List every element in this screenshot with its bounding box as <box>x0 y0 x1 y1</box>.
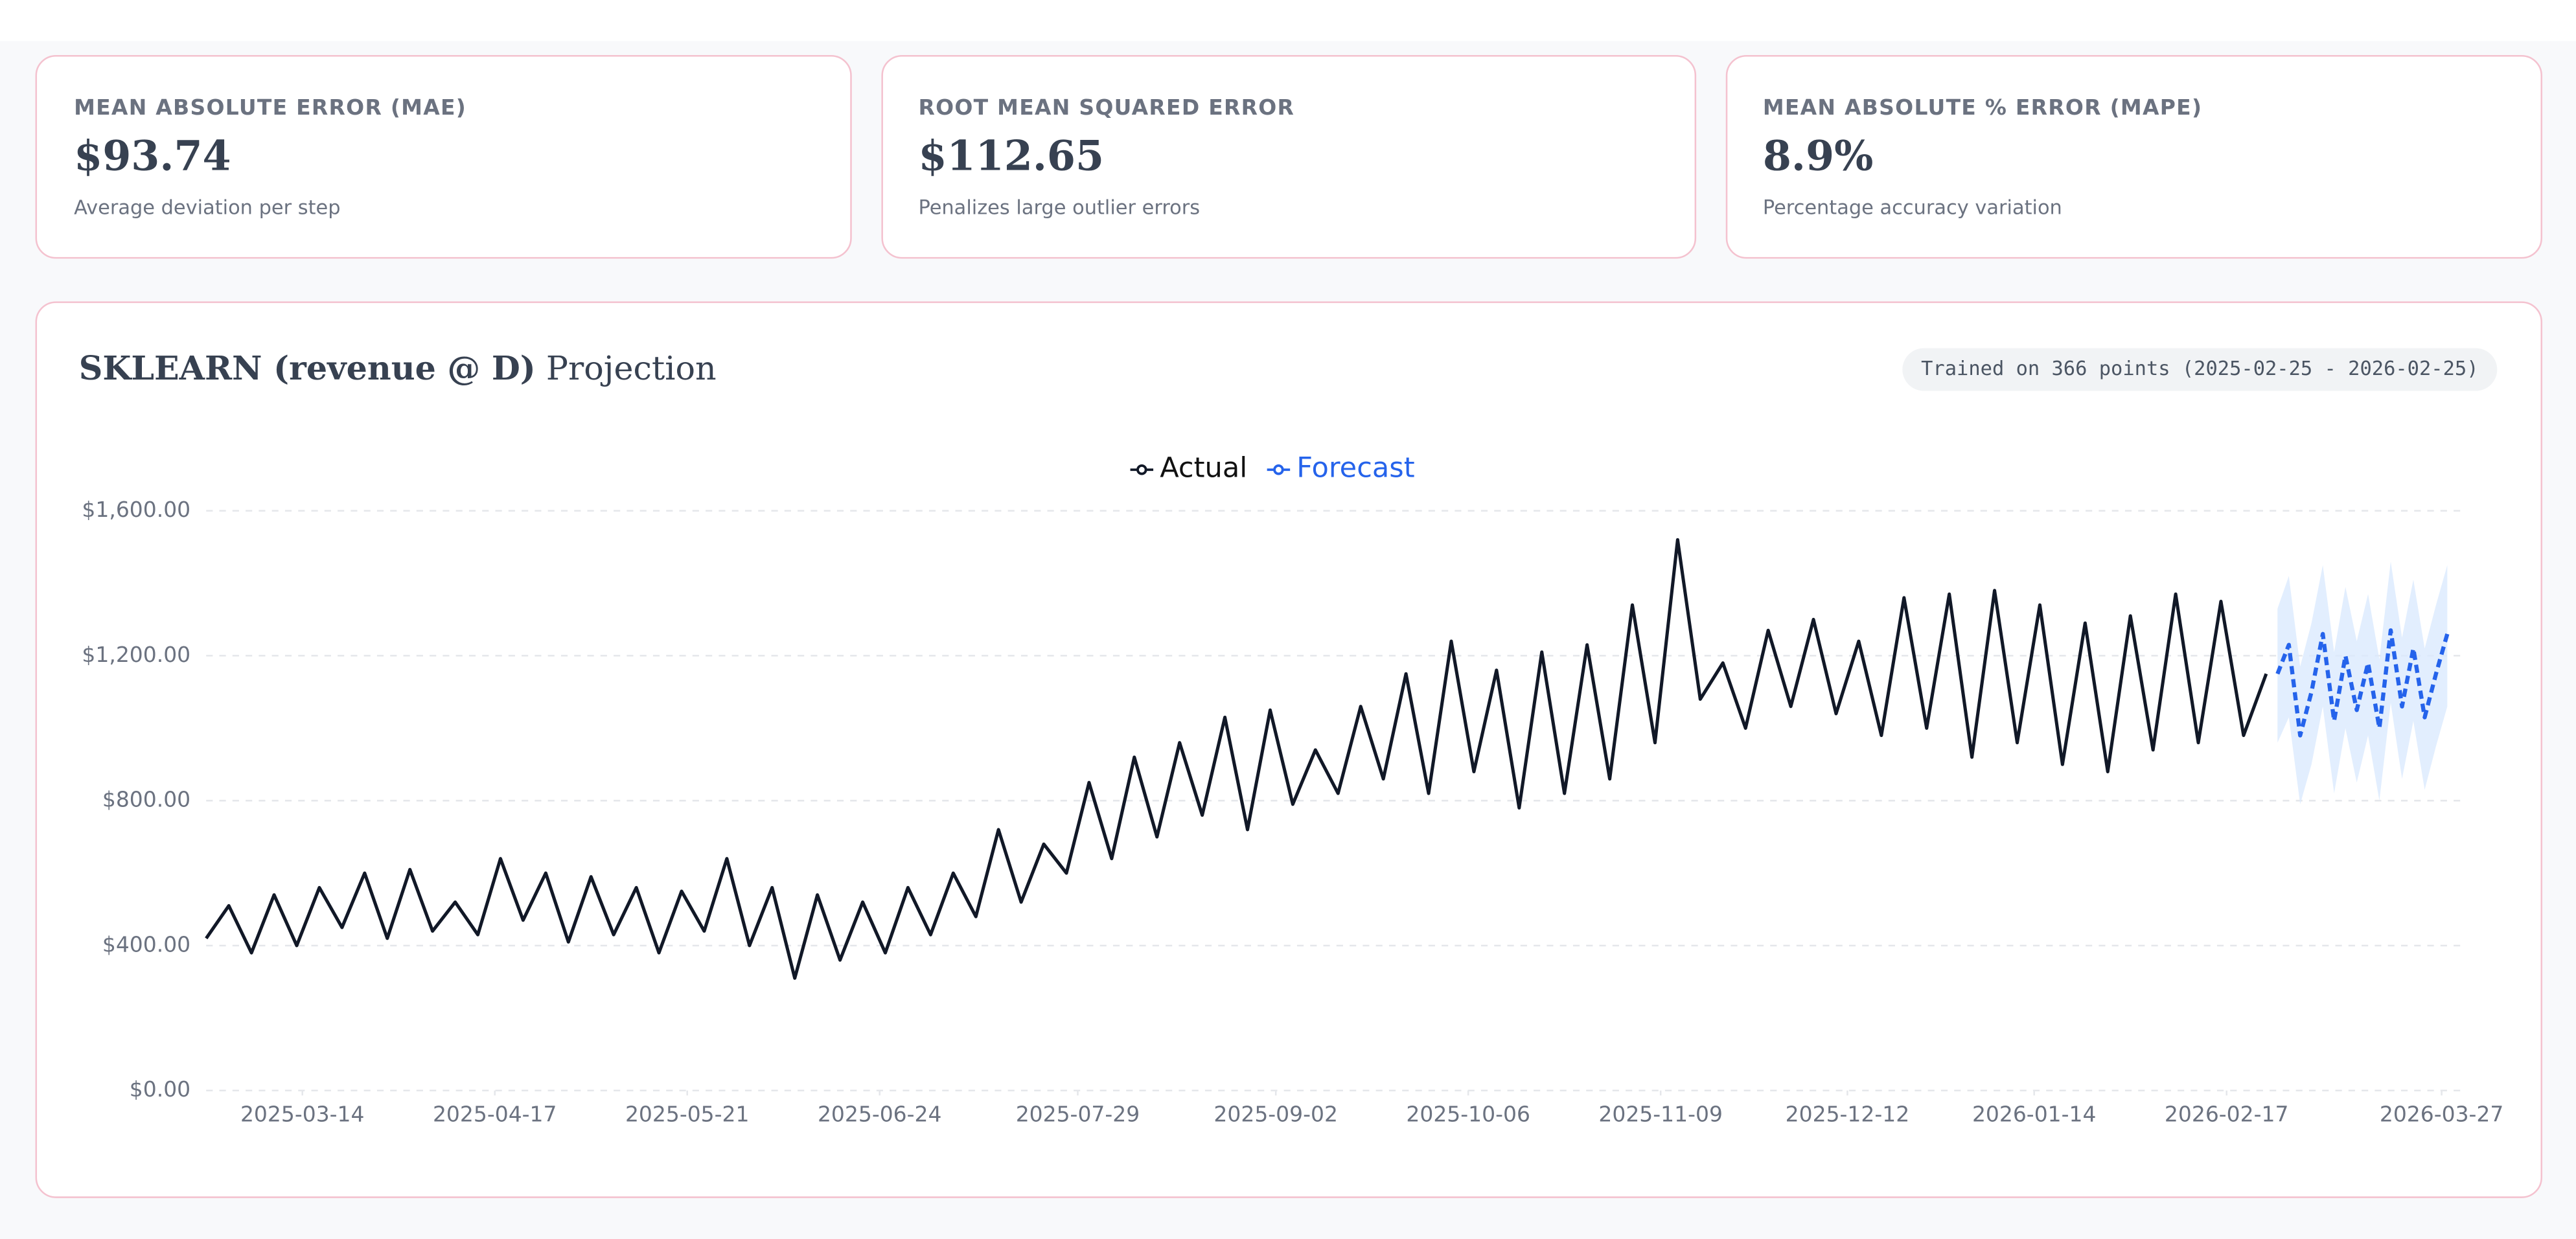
y-tick-label: $1,600.00 <box>82 497 190 522</box>
x-tick-label: 2026-03-27 <box>2380 1101 2504 1126</box>
title-bold: SKLEARN (revenue @ D) <box>79 348 536 387</box>
x-tick-label: 2025-06-24 <box>818 1101 942 1126</box>
plot: $0.00 $400.00 $800.00 $1,200.00 $1,600.00 202… <box>82 452 2503 1127</box>
x-tick-label: 2025-07-29 <box>1016 1101 1140 1126</box>
y-tick-label: $400.00 <box>102 931 190 957</box>
card-value: $93.74 <box>74 131 231 179</box>
legend-label: Forecast <box>1296 452 1414 484</box>
card-label: MEAN ABSOLUTE ERROR (MAE) <box>74 95 466 120</box>
x-tick-label: 2026-02-17 <box>2165 1101 2289 1126</box>
x-tick-label: 2025-05-21 <box>625 1101 750 1126</box>
legend-item: Actual <box>1130 452 1247 484</box>
y-tick-label: $800.00 <box>102 787 190 812</box>
metric-card <box>1725 54 2543 259</box>
card-label: MEAN ABSOLUTE % ERROR (MAPE) <box>1763 95 2202 120</box>
chart-card <box>35 301 2543 1198</box>
y-tick-label: $1,200.00 <box>82 642 190 667</box>
card-label: ROOT MEAN SQUARED ERROR <box>918 95 1294 120</box>
legend-dot <box>1136 464 1147 475</box>
card-value: $112.65 <box>918 131 1104 179</box>
legend-dot <box>1273 464 1284 475</box>
title-rest: Projection <box>546 349 717 387</box>
x-tick-label: 2026-01-14 <box>1972 1101 2097 1126</box>
card-value: 8.9% <box>1763 131 1873 179</box>
badge-text: Trained on 366 points (2025-02-25 - 2026… <box>1921 358 2478 380</box>
chart-title: SKLEARN (revenue @ D) Projection <box>79 348 717 387</box>
card-note: Average deviation per step <box>74 197 340 220</box>
x-tick-label: 2025-11-09 <box>1598 1101 1723 1126</box>
metric-card <box>35 54 852 259</box>
x-tick-label: 2025-09-02 <box>1213 1101 1338 1126</box>
y-tick-label: $0.00 <box>130 1076 190 1102</box>
legend-item: Forecast <box>1267 452 1415 484</box>
legend-label: Actual <box>1160 452 1247 484</box>
badge <box>1902 348 2498 391</box>
card-note: Penalizes large outlier errors <box>918 197 1200 220</box>
x-tick-label: 2025-04-17 <box>433 1101 557 1126</box>
x-tick-label: 2025-12-12 <box>1786 1101 1910 1126</box>
card-note: Percentage accuracy variation <box>1763 197 2062 220</box>
series-line <box>205 538 2268 980</box>
series-line <box>2275 628 2450 738</box>
x-tick-label: 2025-10-06 <box>1406 1101 1530 1126</box>
x-tick-label: 2025-03-14 <box>240 1101 365 1126</box>
metric-card <box>881 54 1697 259</box>
metric-cards: MEAN ABSOLUTE ERROR (MAE) $93.74 Average… <box>35 54 2543 259</box>
